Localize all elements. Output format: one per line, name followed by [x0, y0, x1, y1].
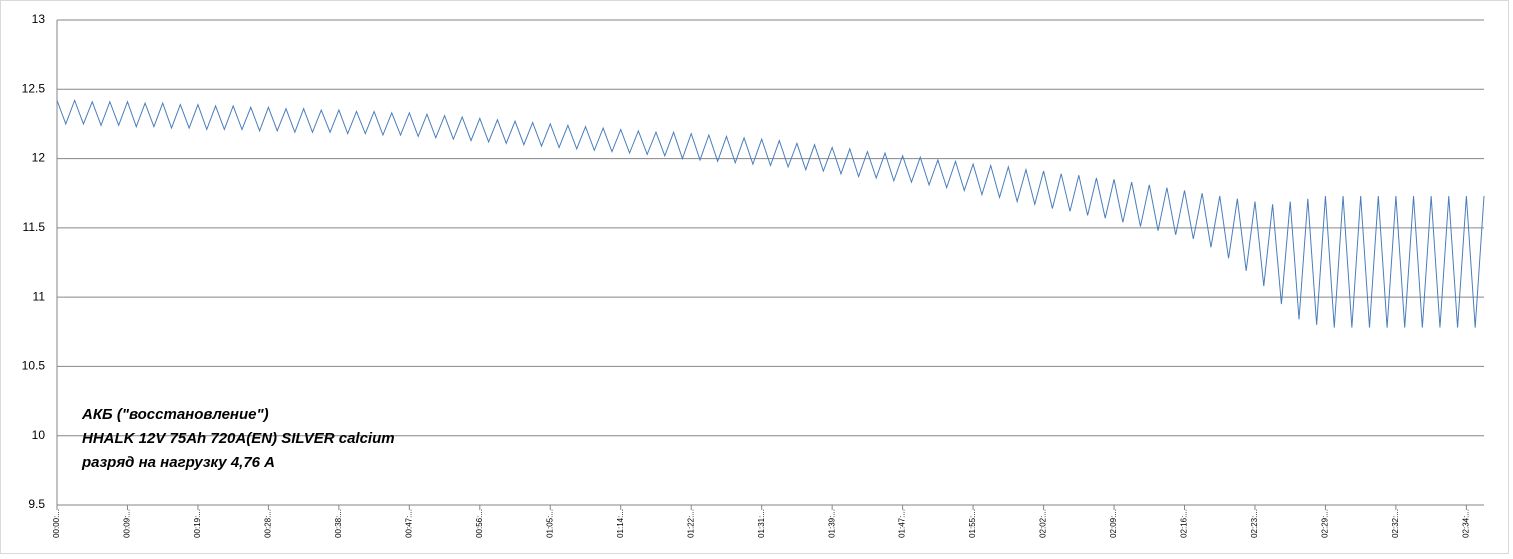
- x-tick-label: 02:02:...: [1039, 509, 1048, 538]
- y-tick-label: 13: [32, 12, 46, 26]
- x-tick-label: 00:09:...: [123, 509, 132, 538]
- x-tick-label: 02:09:...: [1109, 509, 1118, 538]
- x-tick-label: 01:05:...: [545, 509, 554, 538]
- x-tick-label: 01:31:...: [757, 509, 766, 538]
- x-tick-label: 00:38:...: [334, 509, 343, 538]
- x-tick-label: 01:39:...: [827, 509, 836, 538]
- y-tick-label: 10.5: [22, 359, 46, 373]
- annotation: разряд на нагрузку 4,76 А: [81, 454, 275, 471]
- y-tick-label: 11: [33, 289, 46, 303]
- y-tick-label: 12: [32, 151, 46, 165]
- x-tick-label: 00:19:...: [193, 509, 202, 538]
- x-tick-label: 02:32:...: [1391, 509, 1400, 538]
- x-tick-label: 00:56:...: [475, 509, 484, 538]
- x-tick-label: 01:22:...: [686, 509, 695, 538]
- y-tick-label: 9.5: [28, 497, 45, 511]
- x-tick-label: 01:14:...: [616, 509, 625, 538]
- x-tick-label: 01:47:...: [898, 509, 907, 538]
- annotation: АКБ ("восстановление"): [81, 406, 269, 423]
- x-tick-label: 02:29:...: [1321, 509, 1330, 538]
- annotation: HHALK 12V 75Ah 720A(EN) SILVER calcium: [82, 430, 395, 447]
- x-tick-label: 02:23:...: [1250, 509, 1259, 538]
- y-tick-label: 11.5: [23, 220, 46, 234]
- y-tick-label: 12.5: [22, 81, 46, 95]
- data-line: [56, 98, 1485, 328]
- x-tick-label: 00:28:...: [264, 509, 273, 538]
- x-tick-label: 00:47:...: [404, 509, 413, 538]
- y-tick-label: 10: [32, 428, 46, 442]
- x-tick-label: 02:34:...: [1461, 509, 1470, 538]
- x-tick-label: 00:00:...: [52, 509, 61, 538]
- x-tick-label: 02:16:...: [1180, 509, 1189, 538]
- x-tick-label: 01:55:...: [968, 509, 977, 538]
